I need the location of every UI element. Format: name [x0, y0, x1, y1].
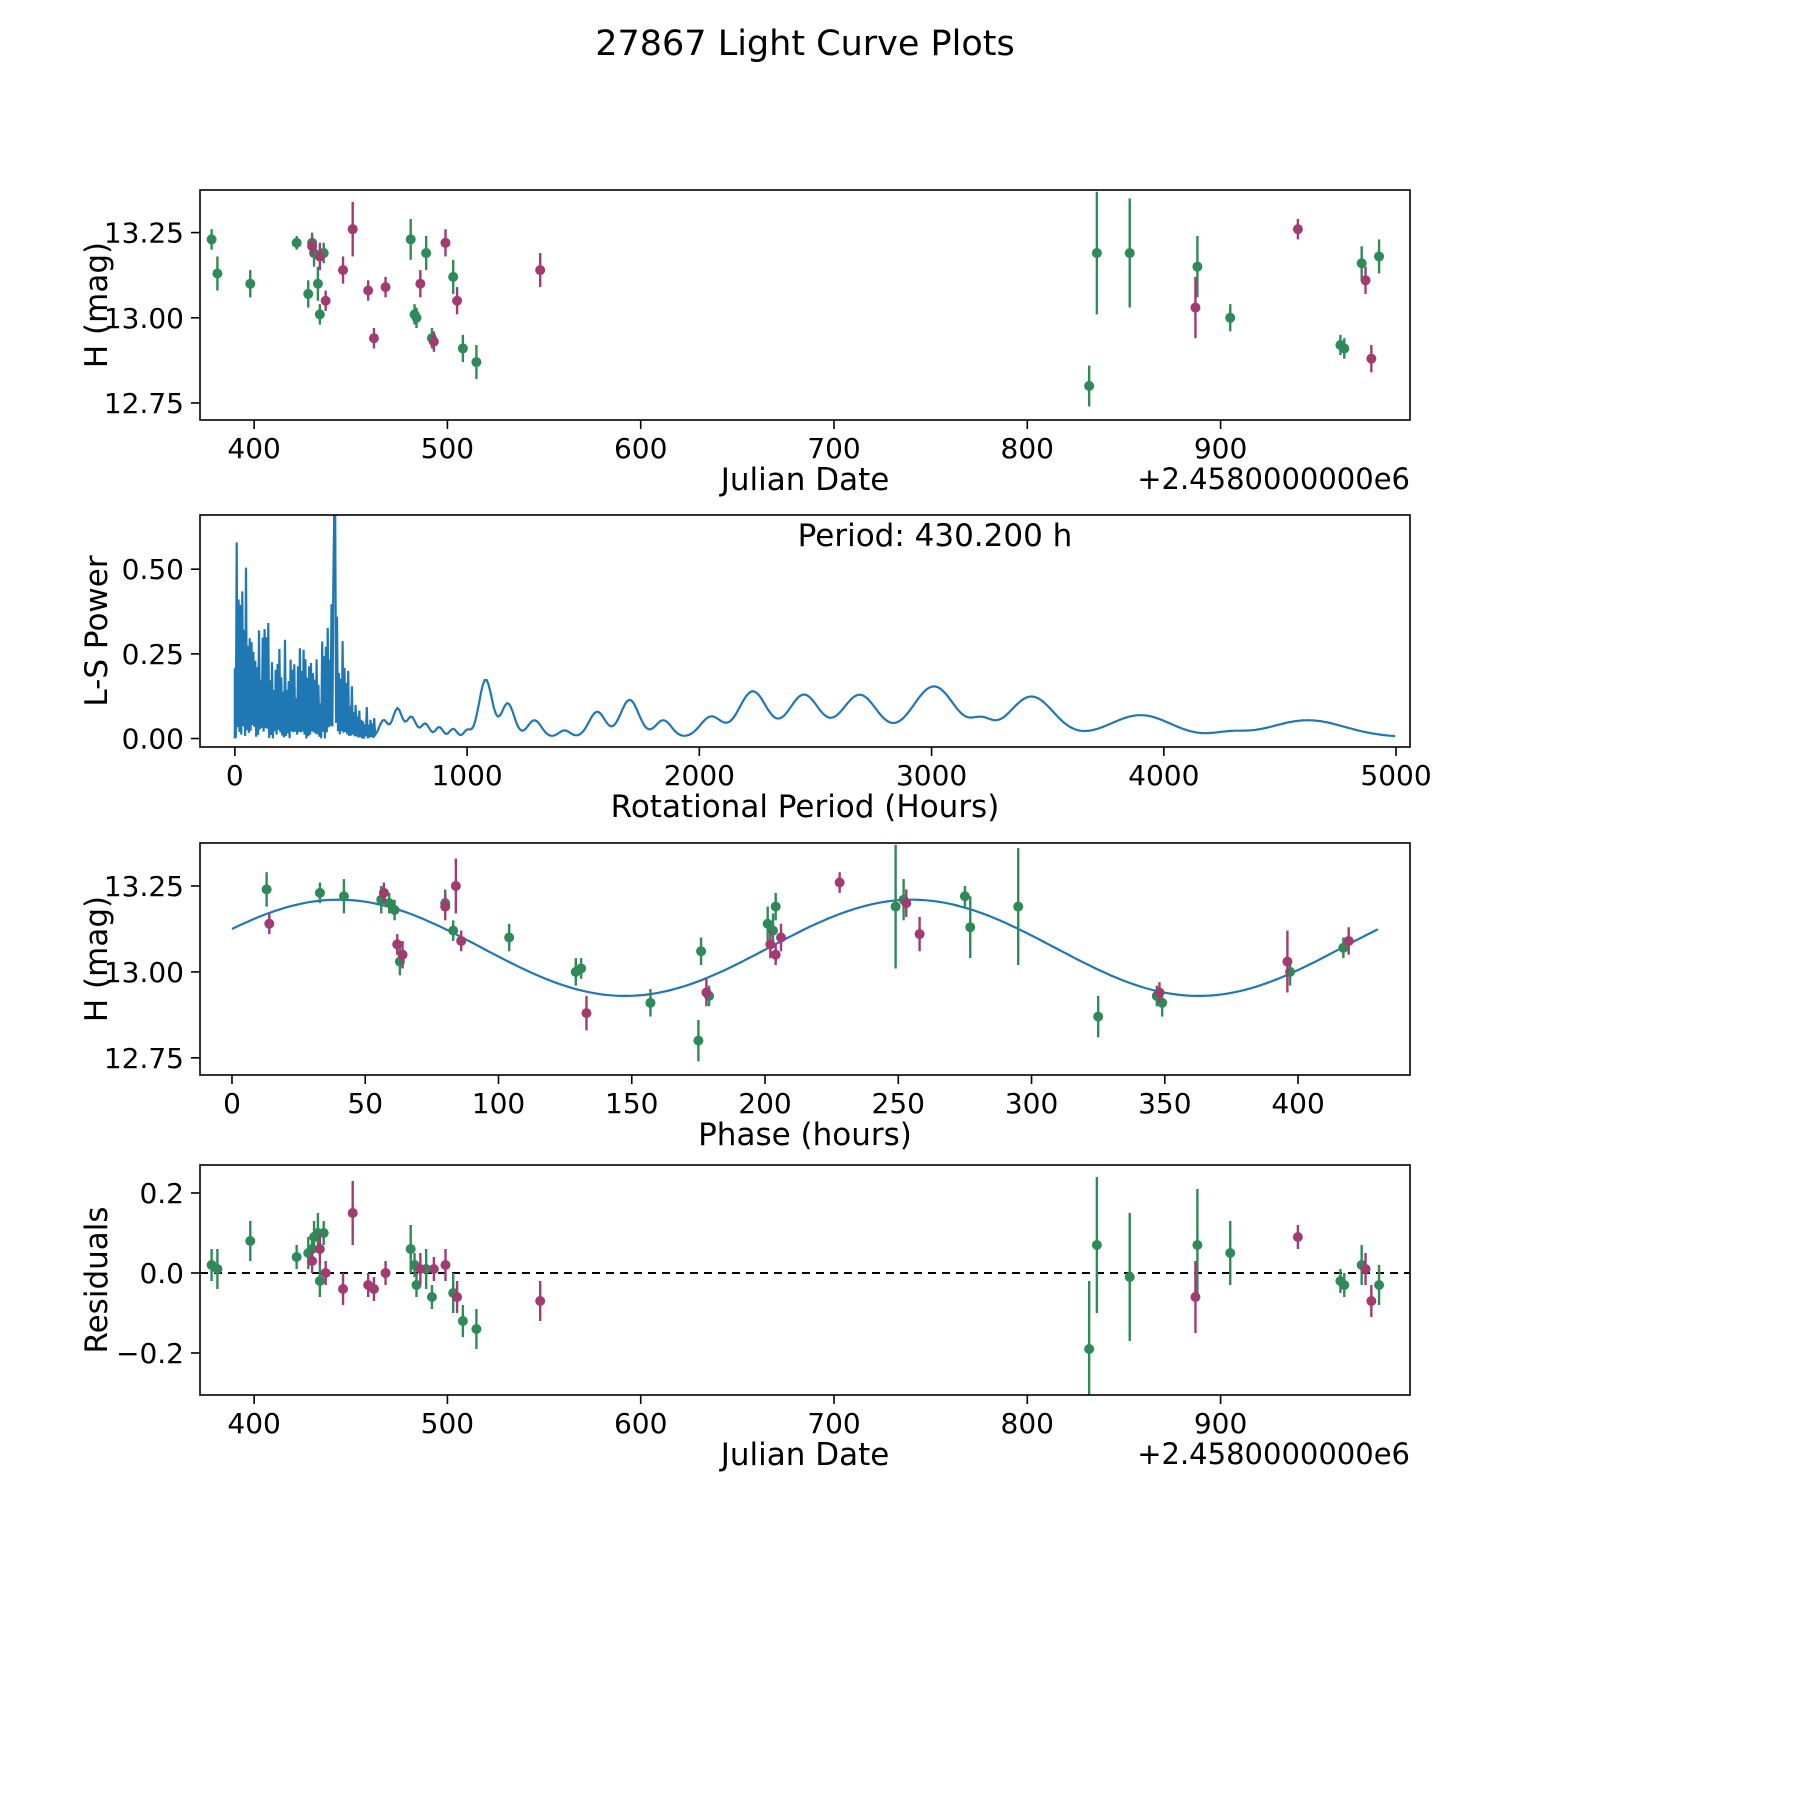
svg-text:5000: 5000 — [1360, 759, 1431, 792]
svg-text:700: 700 — [807, 432, 860, 465]
period-annotation: Period: 430.200 h — [797, 518, 1073, 554]
svg-text:150: 150 — [605, 1087, 658, 1120]
svg-text:0: 0 — [223, 1087, 241, 1120]
svg-text:13.25: 13.25 — [104, 217, 184, 250]
svg-text:250: 250 — [872, 1087, 925, 1120]
offset-text-residuals: +2.4580000000e6 — [1137, 1437, 1410, 1471]
svg-text:0.0: 0.0 — [139, 1257, 184, 1290]
svg-text:−0.2: −0.2 — [116, 1337, 184, 1370]
svg-text:900: 900 — [1194, 432, 1247, 465]
svg-text:13.00: 13.00 — [104, 956, 184, 989]
svg-text:600: 600 — [614, 432, 667, 465]
svg-text:4000: 4000 — [1128, 759, 1199, 792]
svg-text:300: 300 — [1005, 1087, 1058, 1120]
svg-text:400: 400 — [1271, 1087, 1324, 1120]
svg-text:900: 900 — [1194, 1407, 1247, 1440]
svg-text:400: 400 — [227, 1407, 280, 1440]
ylabel-periodogram: L-S Power — [79, 555, 115, 707]
svg-text:2000: 2000 — [664, 759, 735, 792]
svg-text:200: 200 — [738, 1087, 791, 1120]
svg-text:500: 500 — [421, 1407, 474, 1440]
xlabel-residuals: Julian Date — [720, 1437, 890, 1473]
svg-text:3000: 3000 — [896, 759, 967, 792]
svg-text:0: 0 — [226, 759, 244, 792]
svg-text:50: 50 — [347, 1087, 383, 1120]
svg-text:100: 100 — [472, 1087, 525, 1120]
svg-text:500: 500 — [421, 432, 474, 465]
svg-text:0.00: 0.00 — [122, 723, 184, 756]
svg-text:13.00: 13.00 — [104, 302, 184, 335]
ylabel-lightcurve: H (mag) — [79, 241, 115, 369]
svg-text:350: 350 — [1138, 1087, 1191, 1120]
offset-text-lightcurve: +2.4580000000e6 — [1137, 462, 1410, 496]
xlabel-lightcurve: Julian Date — [720, 462, 890, 498]
svg-text:800: 800 — [1001, 1407, 1054, 1440]
svg-text:12.75: 12.75 — [104, 387, 184, 420]
svg-text:800: 800 — [1001, 432, 1054, 465]
ylabel-phase: H (mag) — [79, 895, 115, 1023]
xlabel-periodogram: Rotational Period (Hours) — [610, 789, 1000, 825]
svg-text:700: 700 — [807, 1407, 860, 1440]
figure-title: 27867 Light Curve Plots — [595, 24, 1015, 64]
svg-text:0.25: 0.25 — [122, 638, 184, 671]
svg-text:12.75: 12.75 — [104, 1042, 184, 1075]
ylabel-residuals: Residuals — [79, 1206, 115, 1354]
svg-text:13.25: 13.25 — [104, 870, 184, 903]
svg-text:1000: 1000 — [431, 759, 502, 792]
xlabel-phase: Phase (hours) — [698, 1117, 912, 1153]
svg-text:600: 600 — [614, 1407, 667, 1440]
svg-text:400: 400 — [227, 432, 280, 465]
svg-text:0.50: 0.50 — [122, 553, 184, 586]
svg-text:0.2: 0.2 — [139, 1177, 184, 1210]
